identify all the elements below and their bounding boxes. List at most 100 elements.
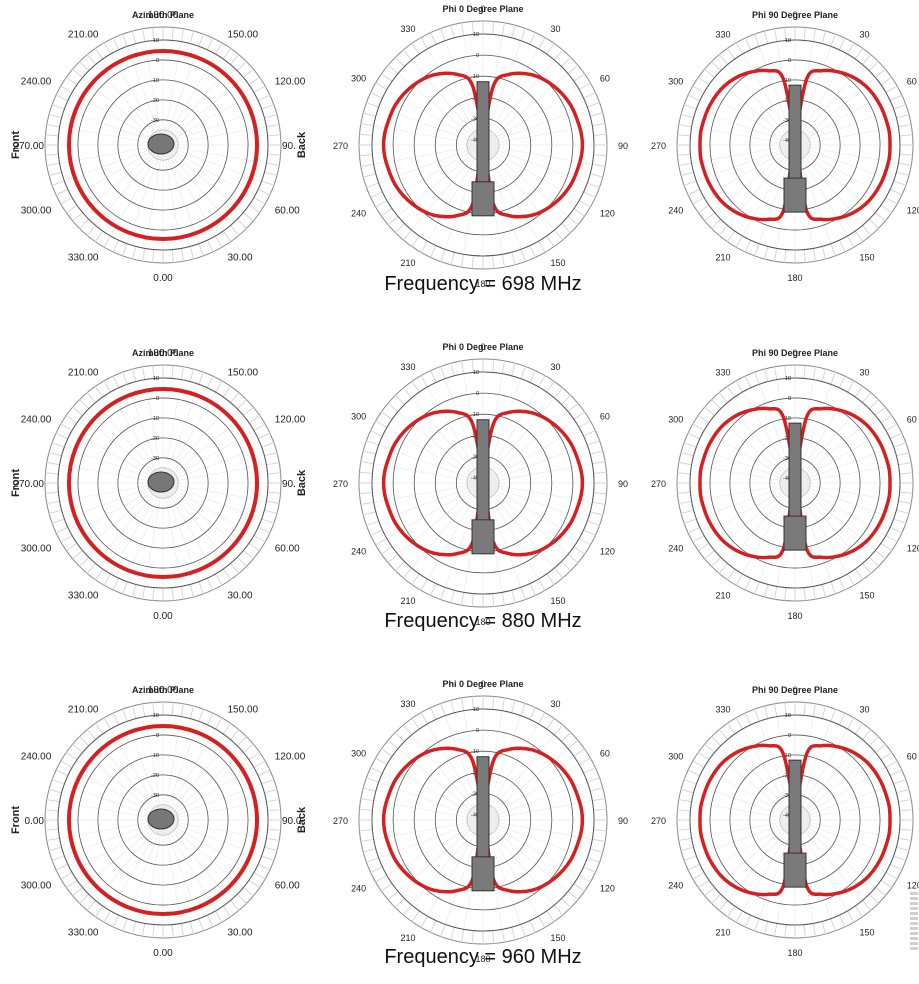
antenna-top-view-icon (147, 808, 175, 830)
radial-label: 0 (156, 396, 159, 402)
angle-label: 0 (480, 342, 485, 352)
tick-line (48, 171, 62, 177)
gain-ring (97, 417, 229, 549)
tick-line (266, 162, 280, 166)
tick-line (898, 500, 912, 504)
tick-line (55, 188, 69, 196)
tick-line (79, 893, 90, 904)
tick-line (142, 248, 146, 262)
tick-line (812, 248, 816, 262)
chart-title: Azimuth Plane (131, 685, 194, 695)
tick-line (471, 21, 474, 35)
tick-line (687, 769, 701, 777)
angle-label: 0.00 (25, 816, 45, 827)
gain-ring (689, 714, 901, 926)
grid-spoke (691, 801, 783, 819)
grid-spoke (64, 783, 152, 817)
tick-line (885, 872, 898, 880)
tick-line (103, 573, 111, 586)
tick-line (359, 133, 373, 136)
tick-line (79, 736, 90, 747)
angle-label: 330 (715, 367, 730, 377)
tick-line (66, 76, 78, 86)
angle-label: 30.00 (228, 591, 253, 602)
polar-chart: 100-10-20-30-400306090120150180210240270… (651, 10, 919, 283)
tick-line (180, 703, 184, 717)
angle-label: 150.00 (228, 704, 259, 715)
tick-line (375, 875, 388, 883)
grid-spoke (496, 484, 593, 503)
tick-line (460, 592, 465, 606)
grid-spoke (807, 464, 899, 482)
chart-title: Phi 90 Degree Plane (751, 348, 839, 358)
tick-line (381, 748, 393, 757)
tick-line (893, 442, 907, 448)
tick-line (501, 592, 506, 606)
grid-spoke (444, 495, 479, 588)
tick-line (726, 386, 736, 398)
grid-spoke (170, 829, 231, 901)
gain-ring (392, 729, 574, 911)
tick-line (180, 923, 184, 937)
grid-spoke (166, 721, 200, 809)
grid-spoke (126, 156, 160, 244)
grid-spoke (427, 386, 477, 472)
grid-spoke (806, 486, 894, 520)
tick-line (898, 799, 912, 803)
grid-spoke (71, 767, 153, 815)
tick-line (375, 420, 388, 428)
gain-ring (709, 734, 881, 906)
tick-line (360, 501, 374, 506)
gain-ring (137, 119, 189, 171)
angle-label: 240 (668, 544, 683, 554)
tick-line (72, 406, 83, 416)
angle-label: 270 (651, 479, 666, 489)
tick-line (763, 921, 769, 935)
tick-line (222, 386, 232, 398)
grid-spoke (800, 391, 848, 473)
grid-spoke (495, 106, 588, 141)
grid-spoke (444, 40, 479, 133)
tick-line (363, 112, 376, 117)
grid-spoke (172, 415, 244, 476)
grid-spoke (175, 484, 267, 502)
tick-line (593, 829, 607, 832)
tick-line (520, 249, 526, 262)
tick-line (236, 556, 247, 567)
angle-label: 210.00 (68, 29, 99, 40)
tick-line (889, 432, 903, 440)
tick-line (492, 359, 495, 373)
grid-spoke (82, 77, 154, 138)
angle-label: 60 (907, 752, 917, 762)
angle-label: 210 (400, 933, 415, 943)
polar-chart: 100-10-20-30-400306090120150180210240270… (651, 685, 919, 958)
tick-line (590, 450, 603, 455)
tick-line (492, 593, 495, 607)
tick-line (683, 104, 697, 110)
tick-line (261, 104, 275, 110)
tick-line (171, 587, 174, 601)
tick-line (862, 563, 872, 574)
tick-line (862, 729, 872, 740)
tick-line (698, 879, 710, 889)
tick-line (206, 914, 214, 928)
grid-spoke (373, 146, 470, 165)
tick-line (206, 239, 214, 253)
tick-line (189, 705, 195, 719)
tick-line (501, 697, 506, 711)
tick-line (880, 414, 892, 424)
tick-line (862, 392, 872, 403)
tick-line (573, 73, 585, 82)
grid-spoke (170, 739, 231, 811)
angle-label: 90. (282, 141, 296, 152)
tick-line (60, 85, 73, 93)
tick-line (112, 914, 120, 928)
tick-line (763, 246, 769, 260)
frequency-caption: Frequency = 880 MHz (384, 610, 582, 632)
tick-line (257, 188, 271, 196)
tick-line (520, 703, 526, 716)
tick-line (264, 171, 278, 177)
tick-line (243, 887, 254, 897)
grid-spoke (59, 126, 151, 144)
